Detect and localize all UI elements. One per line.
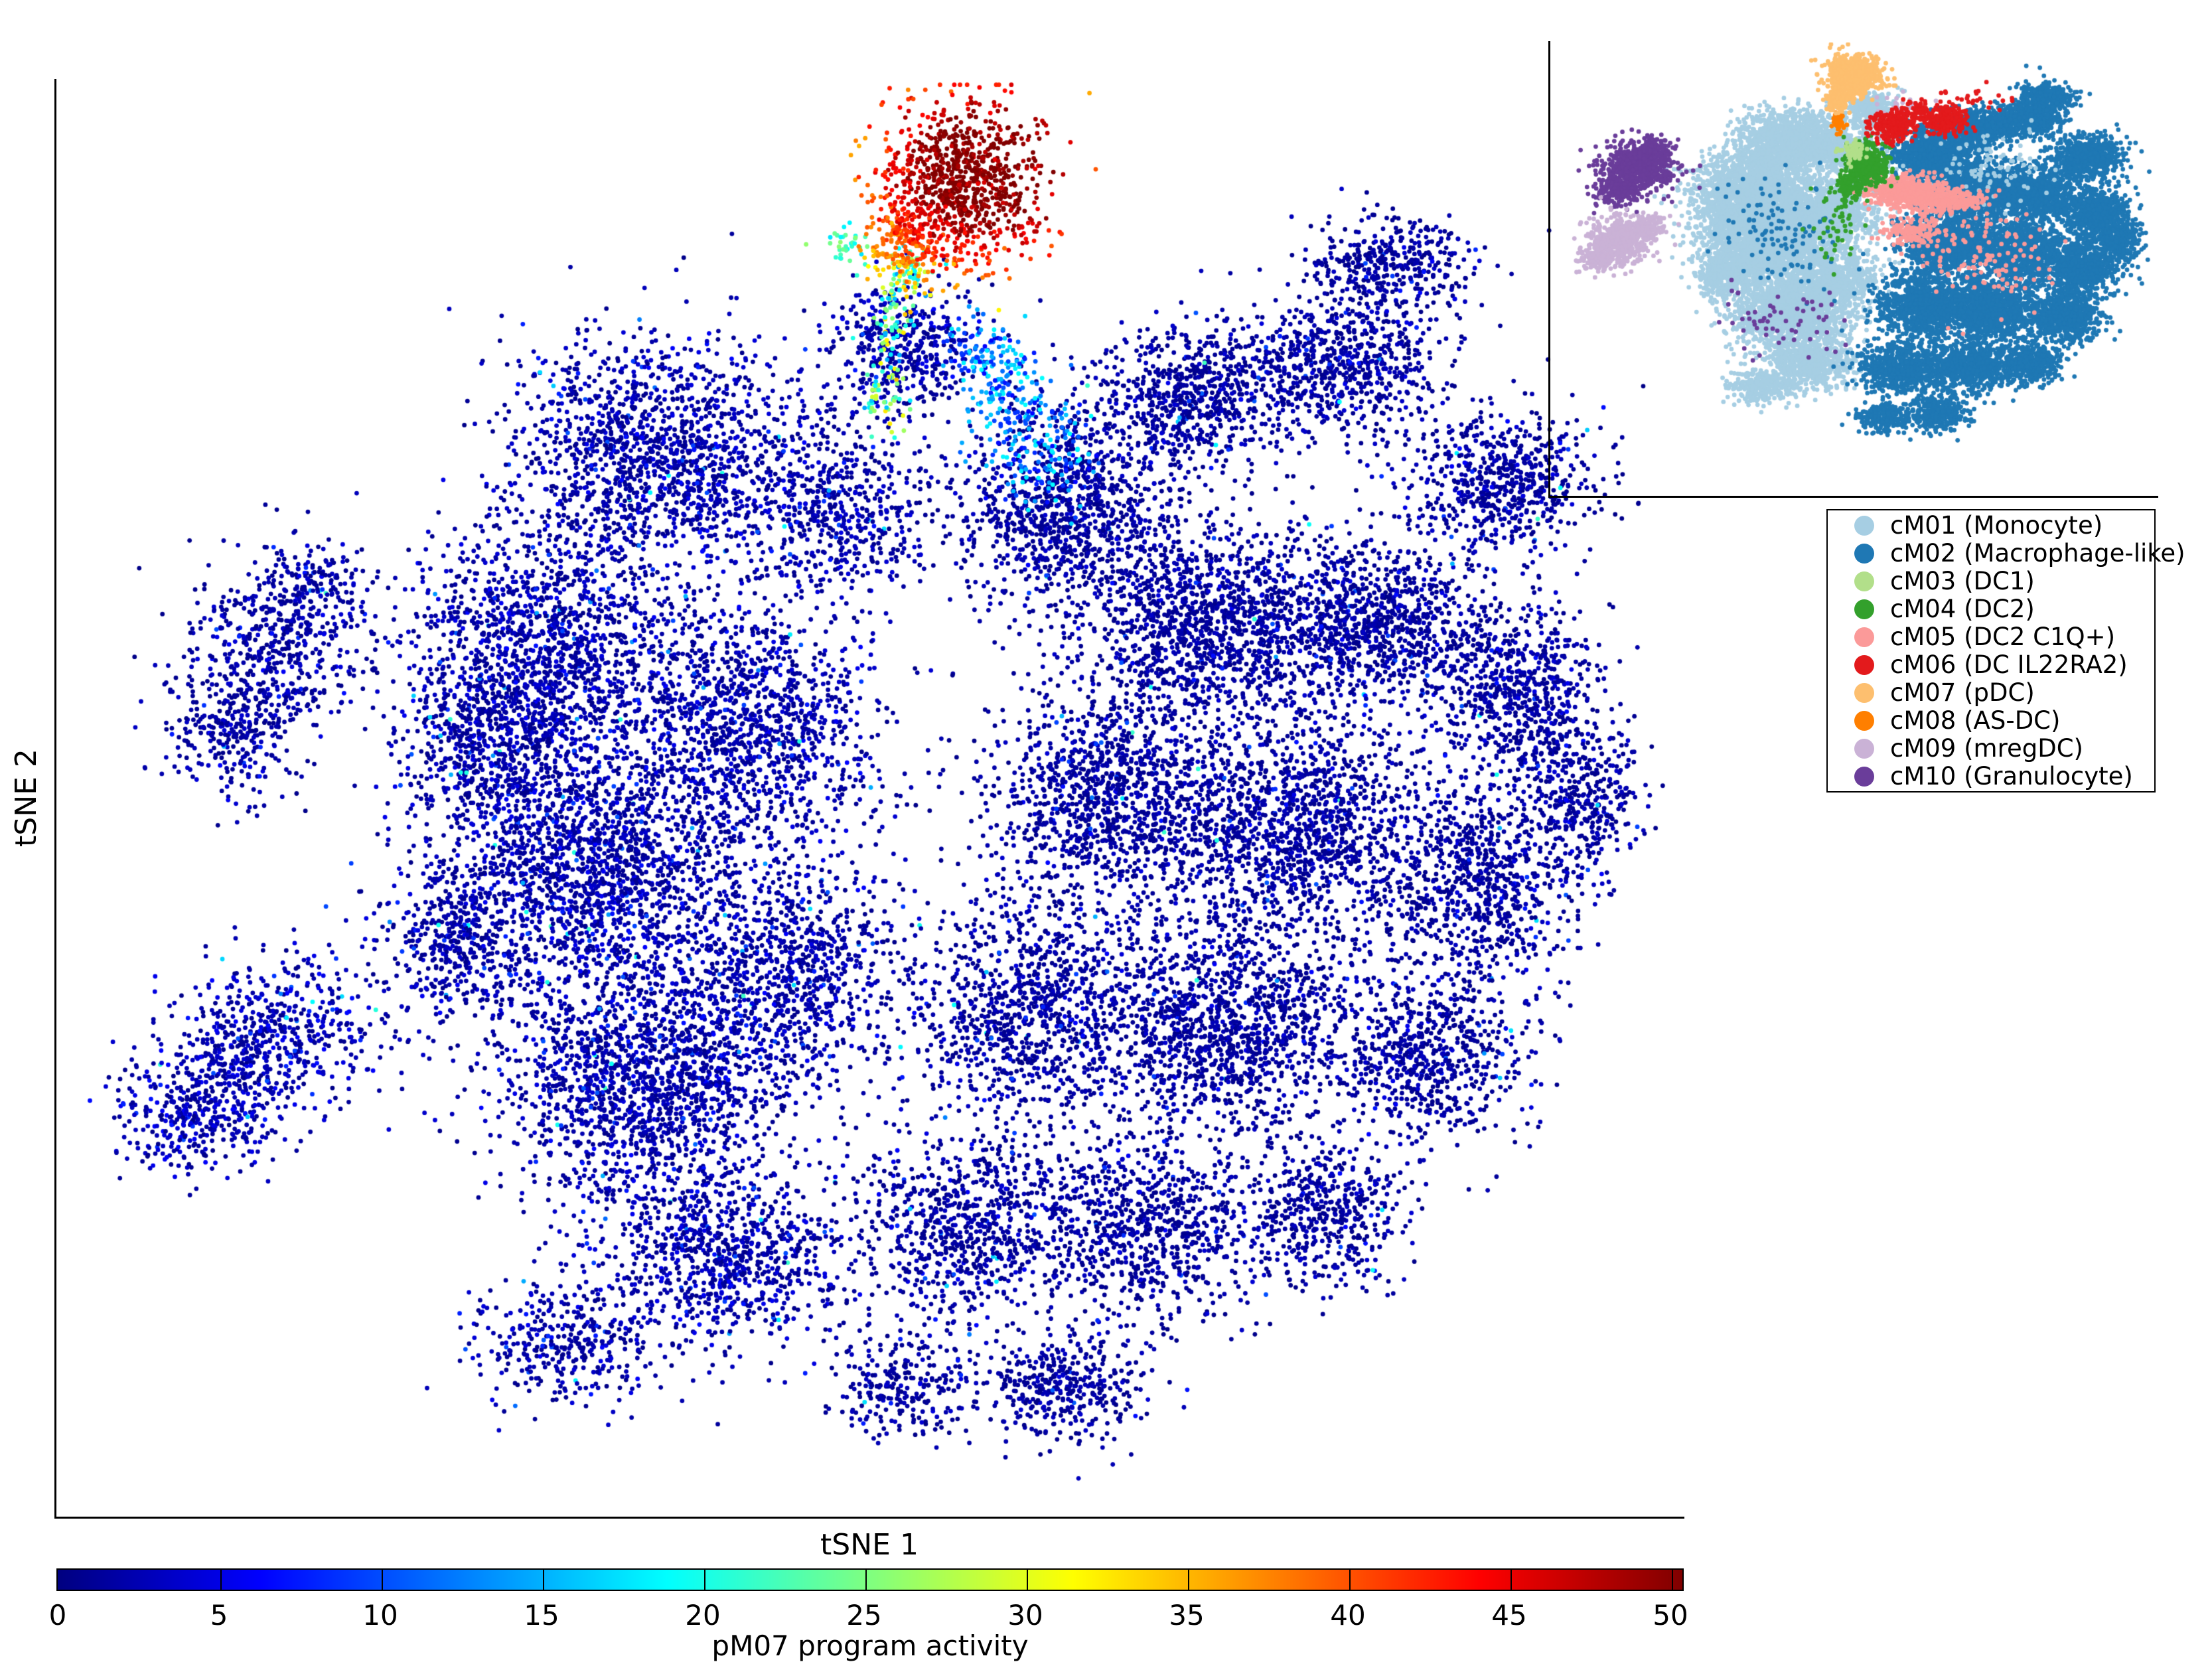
main-y-axis-label: tSNE 2 [9,749,43,847]
colorbar-tick [1511,1570,1512,1590]
legend-item-label: cM06 (DC IL22RA2) [1890,650,2128,679]
colorbar-tick [1672,1570,1673,1590]
colorbar-tick-label: 40 [1330,1599,1366,1631]
colorbar-tick-label: 50 [1653,1599,1688,1631]
colorbar-tick [1188,1570,1189,1590]
colorbar-tick-label: 15 [524,1599,559,1631]
legend-item: cM08 (AS-DC) [1854,706,2149,735]
colorbar-tick-label: 35 [1169,1599,1205,1631]
legend-swatch-cM03 [1854,571,1874,591]
legend-item: cM05 (DC2 C1Q+) [1854,623,2149,651]
main-x-axis-line [54,1517,1684,1519]
legend-item: cM04 (DC2) [1854,595,2149,623]
colorbar-tick [865,1570,867,1590]
legend-swatch-cM09 [1854,738,1874,759]
legend-item-label: cM02 (Macrophage-like) [1890,539,2185,567]
legend-item: cM03 (DC1) [1854,567,2149,595]
legend-item-label: cM07 (pDC) [1890,678,2035,707]
colorbar-tick-label: 30 [1007,1599,1043,1631]
colorbar-label: pM07 program activity [711,1629,1029,1662]
inset-cluster-plot [1546,37,2164,501]
legend-item: cM09 (mregDC) [1854,734,2149,763]
colorbar-gradient [56,1568,1684,1591]
legend-swatch-cM05 [1854,627,1874,647]
colorbar-tick [220,1570,222,1590]
legend-item: cM07 (pDC) [1854,678,2149,707]
legend-swatch-cM07 [1854,682,1874,703]
colorbar-tick-label: 20 [685,1599,721,1631]
colorbar-tick [1027,1570,1028,1590]
inset-x-axis-line [1548,496,2158,498]
colorbar-tick [382,1570,383,1590]
main-tsne-plot: tSNE 2 tSNE 1 [9,79,1684,1562]
legend-swatch-cM02 [1854,543,1874,564]
legend-item-label: cM04 (DC2) [1890,595,2035,623]
legend-item: cM10 (Granulocyte) [1854,762,2149,791]
colorbar-tick-label: 45 [1491,1599,1527,1631]
main-scatter-canvas [56,79,1684,1515]
colorbar-tick-label: 5 [210,1599,228,1631]
legend-swatch-cM08 [1854,710,1874,731]
legend-swatch-cM04 [1854,599,1874,619]
legend-swatch-cM01 [1854,515,1874,536]
inset-y-axis-line [1548,41,1550,498]
main-y-axis-line [54,79,56,1519]
colorbar-tick [543,1570,544,1590]
legend-item: cM06 (DC IL22RA2) [1854,650,2149,679]
legend-item-label: cM05 (DC2 C1Q+) [1890,623,2116,651]
legend-item-label: cM09 (mregDC) [1890,734,2083,763]
inset-scatter-canvas [1550,42,2156,494]
legend-swatch-cM06 [1854,654,1874,675]
legend-item-label: cM01 (Monocyte) [1890,511,2103,540]
legend-item: cM02 (Macrophage-like) [1854,539,2185,567]
colorbar-tick-label: 0 [48,1599,67,1631]
colorbar-tick [1349,1570,1351,1590]
legend-swatch-cM10 [1854,766,1874,787]
colorbar-tick-label: 25 [846,1599,882,1631]
colorbar-tick-label: 10 [362,1599,398,1631]
cluster-legend: cM01 (Monocyte) cM02 (Macrophage-like) cM0… [1826,509,2185,793]
legend-item-label: cM08 (AS-DC) [1890,706,2061,735]
main-x-axis-label: tSNE 1 [820,1528,919,1562]
colorbar-tick [704,1570,705,1590]
legend-item-label: cM10 (Granulocyte) [1890,762,2133,791]
legend-item: cM01 (Monocyte) [1854,511,2149,540]
legend-item-label: cM03 (DC1) [1890,567,2035,595]
